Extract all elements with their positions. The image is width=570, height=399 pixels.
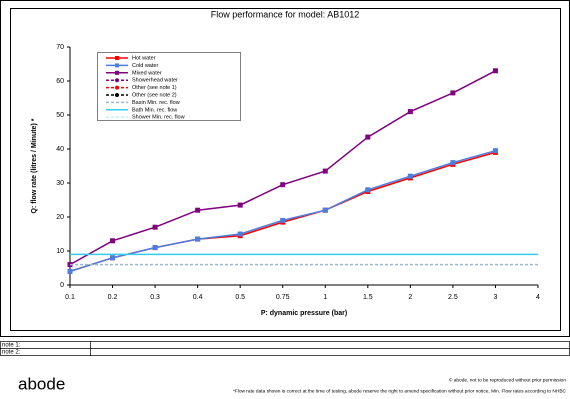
legend-label: Mixed water [132, 70, 162, 76]
data-point [365, 187, 371, 193]
footer-line: © abode, not to be reproduced without pr… [449, 376, 566, 383]
y-tick-label: 0 [60, 282, 64, 289]
data-point [195, 207, 201, 213]
data-point [492, 148, 498, 154]
data-point [152, 224, 158, 230]
y-tick-label: 60 [56, 78, 64, 85]
data-point [407, 109, 413, 115]
x-tick-label: 2 [408, 294, 412, 301]
y-tick-label: 30 [56, 180, 64, 187]
x-tick-label: 0.75 [276, 294, 290, 301]
legend-marker [115, 78, 119, 83]
chart-title: Flow performance for model: AB1012 [211, 9, 360, 19]
data-point [280, 217, 286, 223]
data-point [450, 90, 456, 96]
legend-marker [115, 63, 119, 68]
y-tick-label: 50 [56, 112, 64, 119]
x-tick-label: 0.3 [150, 294, 160, 301]
data-point [237, 202, 243, 208]
series-line [69, 151, 496, 273]
note-label: note 1: [2, 343, 21, 349]
x-tick-label: 0.1 [65, 294, 75, 301]
data-point [407, 173, 413, 179]
x-tick-label: 0.5 [235, 294, 245, 301]
legend-label: Basin Min. rec. flow [132, 100, 180, 106]
y-tick-label: 10 [56, 248, 64, 255]
data-point [110, 255, 116, 261]
note-label: note 2: [2, 350, 21, 356]
x-axis-label: P: dynamic pressure (bar) [261, 310, 347, 317]
data-point [322, 207, 328, 213]
data-point [280, 182, 286, 188]
legend-label: Hot water [132, 55, 156, 61]
logo: abode [18, 374, 65, 393]
x-tick-label: 1 [323, 294, 327, 301]
legend-marker [115, 56, 119, 60]
y-tick-label: 20 [56, 214, 64, 221]
legend-label: Bath Min. rec. flow [132, 107, 177, 113]
data-point [322, 168, 328, 174]
outer-frame [0, 0, 570, 337]
y-tick-label: 40 [56, 146, 64, 153]
x-tick-label: 0.2 [108, 294, 118, 301]
x-tick-label: 2.5 [448, 294, 458, 301]
data-point [110, 238, 116, 244]
legend-label: Shower Min. rec. flow [132, 115, 185, 121]
legend-label: Cold water [132, 63, 158, 69]
data-point [237, 231, 243, 237]
x-tick-label: 4 [536, 294, 540, 301]
data-point [152, 245, 158, 251]
x-tick-label: 0.4 [193, 294, 203, 301]
legend-label: Other (see note 2) [132, 92, 177, 98]
chart-frame [10, 8, 561, 331]
legend-label: Showerhead water [132, 78, 178, 84]
data-point [67, 268, 73, 274]
data-point [195, 236, 201, 242]
legend-marker [115, 85, 119, 90]
legend-box [97, 52, 241, 121]
data-point [365, 134, 371, 140]
series-line [69, 149, 496, 273]
data-point [450, 160, 456, 166]
y-tick-label: 70 [56, 44, 64, 51]
x-tick-label: 3 [494, 294, 498, 301]
legend-marker [115, 70, 119, 75]
y-axis-label: Q: flow rate (litres / Minute) * [31, 118, 38, 213]
data-point [492, 68, 498, 74]
legend-label: Other (see note 1) [132, 85, 177, 91]
legend-marker [115, 93, 119, 97]
x-tick-label: 1.5 [363, 294, 373, 301]
footer-line: *Flow rate data shown is correct at the … [233, 388, 567, 394]
